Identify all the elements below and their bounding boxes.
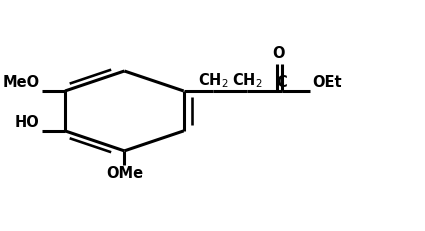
Text: OEt: OEt [312,75,342,90]
Text: CH$_2$: CH$_2$ [198,71,228,90]
Text: C: C [276,75,287,90]
Text: HO: HO [15,115,40,130]
Text: MeO: MeO [3,75,40,90]
Text: CH$_2$: CH$_2$ [232,71,263,90]
Text: OMe: OMe [106,166,143,181]
Text: O: O [272,46,285,61]
